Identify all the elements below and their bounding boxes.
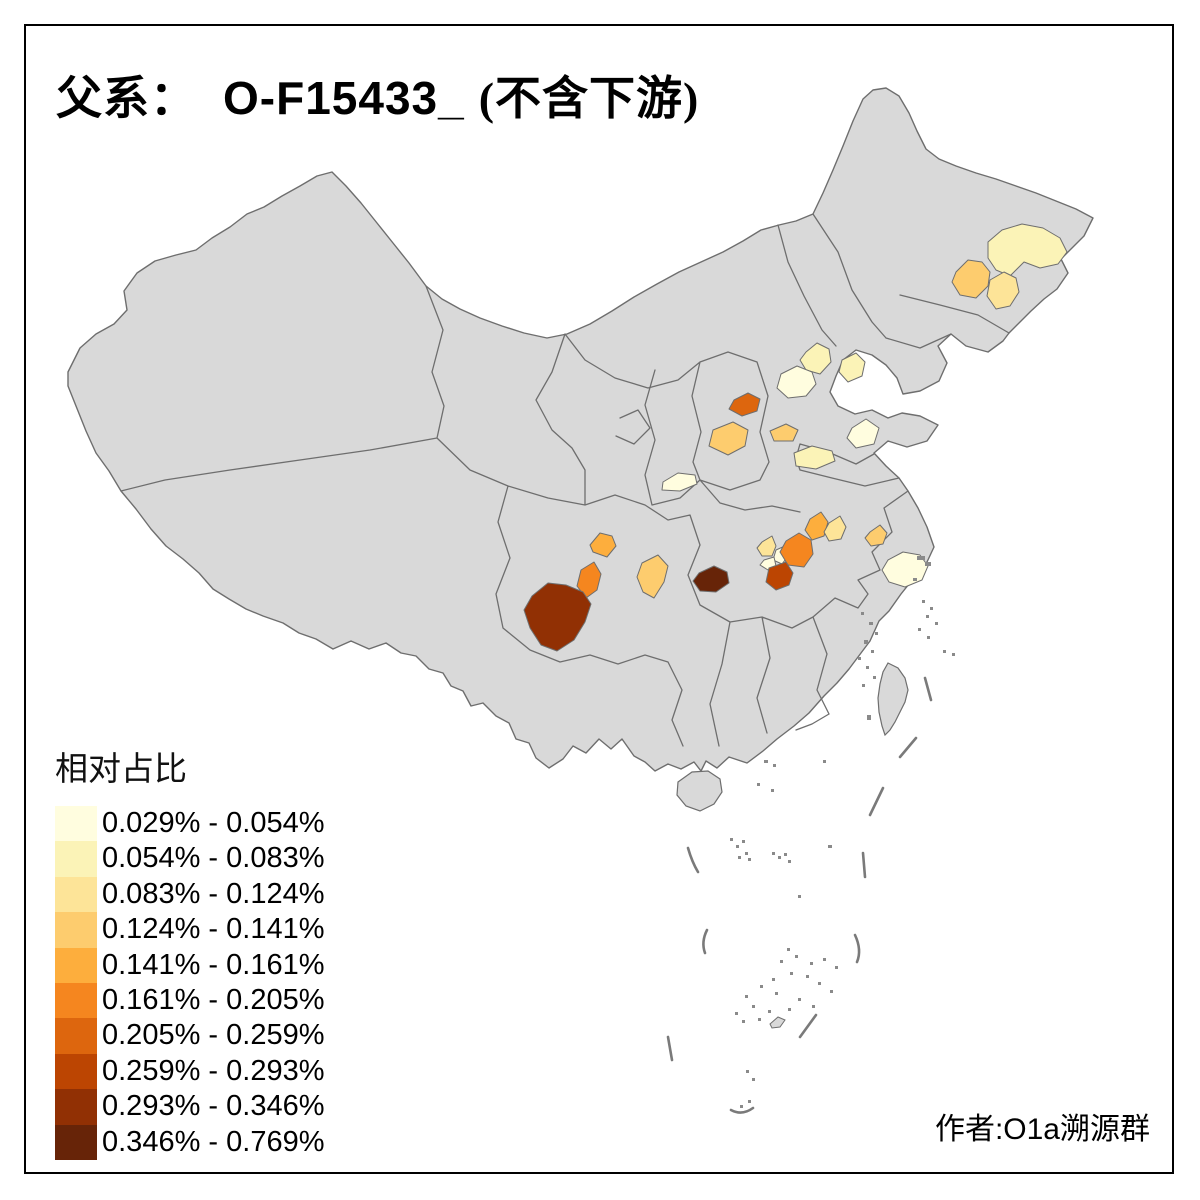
- legend-swatch: [55, 841, 97, 877]
- legend-label: 0.124% - 0.141%: [102, 913, 325, 946]
- map-region: [576, 561, 602, 599]
- legend-swatch: [55, 912, 97, 948]
- legend-row: 0.293% - 0.346%: [55, 1089, 325, 1125]
- legend-label: 0.054% - 0.083%: [102, 842, 325, 875]
- legend-label: 0.205% - 0.259%: [102, 1019, 325, 1052]
- legend-swatch: [55, 947, 97, 983]
- legend-row: 0.161% - 0.205%: [55, 982, 325, 1019]
- title-prefix: 父系：: [56, 73, 197, 124]
- china-mainland: [67, 87, 1094, 772]
- map-region: [846, 418, 880, 449]
- legend-title: 相对占比: [55, 750, 187, 787]
- legend-row: 0.141% - 0.161%: [55, 947, 325, 983]
- legend-swatch: [55, 806, 97, 842]
- map-region: [756, 535, 777, 557]
- title-haplogroup-code: O-F15433_: [223, 72, 465, 124]
- map-region: [838, 352, 866, 383]
- title-suffix: (不含下游): [478, 73, 700, 124]
- attribution-text: 作者:O1a溯源群: [934, 1113, 1150, 1146]
- spratly-islet: [769, 1016, 786, 1029]
- map-region: [589, 532, 617, 558]
- legend-row: 0.083% - 0.124%: [55, 876, 325, 913]
- map-region: [987, 223, 1068, 277]
- map-region: [523, 582, 592, 652]
- map-title: 父系： O-F15433_ (不含下游): [56, 62, 699, 128]
- map-region: [769, 423, 799, 442]
- map-region: [708, 421, 749, 456]
- legend-swatch: [55, 1089, 97, 1125]
- map-region: [823, 515, 847, 542]
- map-region: [636, 554, 669, 599]
- legend-label: 0.293% - 0.346%: [102, 1090, 325, 1123]
- legend-label: 0.083% - 0.124%: [102, 877, 325, 910]
- map-region: [765, 561, 794, 591]
- legend-row: 0.346% - 0.769%: [55, 1124, 325, 1160]
- legend-swatch: [55, 1124, 97, 1160]
- nine-dash-line: [666, 676, 933, 1114]
- legend-label: 0.029% - 0.054%: [102, 807, 325, 839]
- legend-swatch: [55, 982, 97, 1019]
- legend-label: 0.259% - 0.293%: [102, 1054, 325, 1087]
- map-region: [776, 365, 817, 399]
- legend-row: 0.029% - 0.054%: [55, 806, 325, 842]
- province-borders: [120, 213, 1010, 747]
- colored-regions: [523, 223, 1068, 652]
- legend-row: 0.054% - 0.083%: [55, 841, 325, 877]
- map-region: [728, 392, 761, 417]
- legend-swatch: [55, 1018, 97, 1054]
- island-specks: [730, 556, 955, 1108]
- map-region: [692, 565, 730, 593]
- map-region: [799, 342, 832, 375]
- map-region: [793, 445, 836, 470]
- map-region: [864, 524, 888, 547]
- taiwan-island: [877, 662, 909, 737]
- map-region: [986, 271, 1020, 310]
- map-region: [779, 532, 814, 568]
- legend-label: 0.346% - 0.769%: [102, 1125, 325, 1158]
- hainan-island: [676, 770, 723, 812]
- legend-rows: 0.029% - 0.054% 0.054% - 0.083% 0.083% - 0…: [55, 806, 324, 1160]
- legend-row: 0.259% - 0.293%: [55, 1053, 325, 1090]
- legend-row: 0.124% - 0.141%: [55, 912, 325, 948]
- legend-swatch: [55, 1053, 97, 1090]
- legend-label: 0.141% - 0.161%: [102, 948, 325, 981]
- legend-row: 0.205% - 0.259%: [55, 1018, 325, 1054]
- map-region: [661, 472, 698, 492]
- legend: 相对占比 0.029% - 0.054% 0.054% - 0.083% 0.083…: [55, 742, 324, 1160]
- map-region: [804, 511, 829, 541]
- map-region: [951, 259, 991, 299]
- legend-label: 0.161% - 0.205%: [102, 983, 325, 1016]
- legend-swatch: [55, 876, 97, 913]
